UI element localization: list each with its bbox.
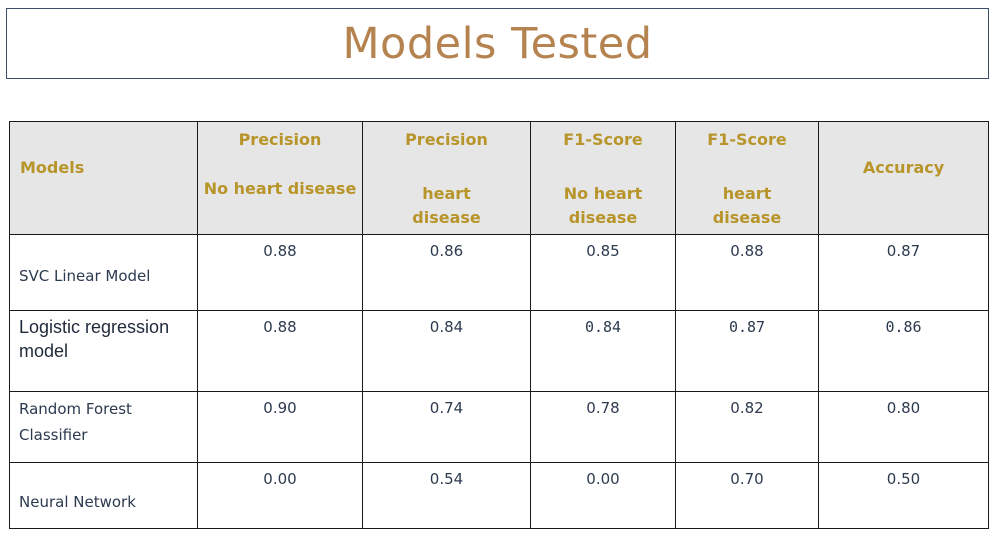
header-models: Models xyxy=(9,121,198,235)
title-box: Models Tested xyxy=(6,8,989,79)
model-name-cell: Logistic regression model xyxy=(9,310,198,392)
value-cell: 0.88 xyxy=(197,310,363,392)
table-row: Random Forest Classifier 0.90 0.74 0.78 … xyxy=(9,391,989,463)
value-cell: 0.00 xyxy=(197,462,363,529)
table-row: Neural Network 0.00 0.54 0.00 0.70 0.50 xyxy=(9,462,989,529)
value-cell: 0.70 xyxy=(675,462,819,529)
value-cell: 0.00 xyxy=(530,462,676,529)
value-cell: 0.87 xyxy=(818,234,989,311)
value-cell: 0.88 xyxy=(197,234,363,311)
model-name-cell: Random Forest Classifier xyxy=(9,391,198,463)
value-cell: 0.88 xyxy=(675,234,819,311)
model-name-cell: Neural Network xyxy=(9,462,198,529)
header-accuracy: Accuracy xyxy=(818,121,989,235)
model-name-cell: SVC Linear Model xyxy=(9,234,198,311)
value-cell: 0.86 xyxy=(818,310,989,392)
value-cell: 0.74 xyxy=(362,391,531,463)
value-cell: 0.85 xyxy=(530,234,676,311)
page-title: Models Tested xyxy=(342,18,653,69)
value-cell: 0.87 xyxy=(675,310,819,392)
value-cell: 0.78 xyxy=(530,391,676,463)
value-cell: 0.84 xyxy=(530,310,676,392)
value-cell: 0.82 xyxy=(675,391,819,463)
value-cell: 0.54 xyxy=(362,462,531,529)
value-cell: 0.80 xyxy=(818,391,989,463)
value-cell: 0.86 xyxy=(362,234,531,311)
header-f1-heart-disease: F1-Score heart disease xyxy=(675,121,819,235)
table-row: Logistic regression model 0.88 0.84 0.84… xyxy=(9,310,989,392)
models-table: Models Precision No heart disease Precis… xyxy=(9,121,989,529)
table-row: SVC Linear Model 0.88 0.86 0.85 0.88 0.8… xyxy=(9,234,989,311)
header-precision-no-heart-disease: Precision No heart disease xyxy=(197,121,363,235)
header-row: Models Precision No heart disease Precis… xyxy=(9,121,989,235)
value-cell: 0.84 xyxy=(362,310,531,392)
header-precision-heart-disease: Precision heart disease xyxy=(362,121,531,235)
value-cell: 0.90 xyxy=(197,391,363,463)
value-cell: 0.50 xyxy=(818,462,989,529)
header-f1-no-heart-disease: F1-Score No heart disease xyxy=(530,121,676,235)
